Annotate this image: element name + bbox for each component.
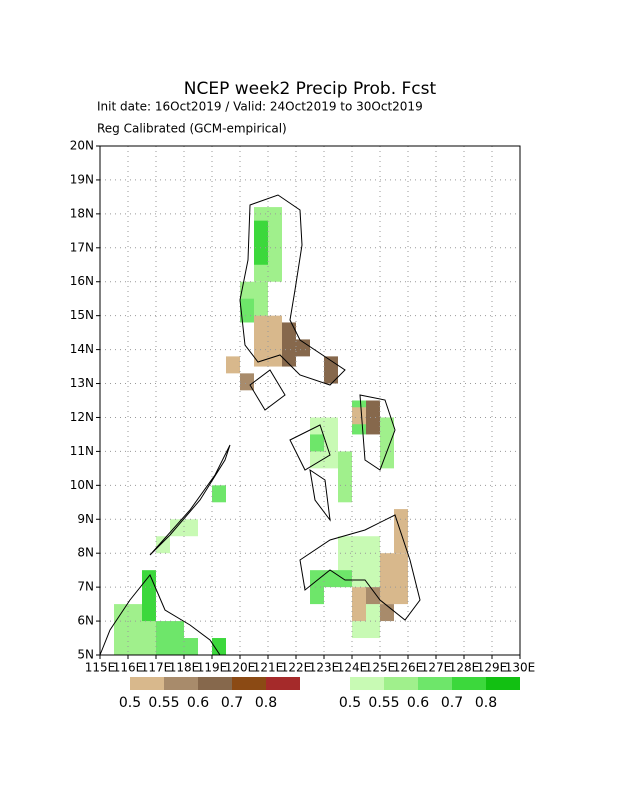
legend-label: 0.7: [441, 695, 463, 711]
y-tick-label: 12N: [70, 410, 94, 424]
mindoro: [249, 369, 286, 411]
y-tick-label: 15N: [70, 308, 94, 322]
legend-swatch: [198, 677, 232, 690]
y-tick-label: 18N: [70, 206, 94, 220]
legend-swatch: [266, 677, 300, 690]
negros: [309, 468, 331, 522]
prob-cell: [184, 638, 198, 655]
y-tick-label: 14N: [70, 342, 94, 356]
prob-cell: [170, 519, 198, 537]
legend-label: 0.7: [221, 695, 243, 711]
prob-cell: [156, 536, 170, 554]
chart-title: NCEP week2 Precip Prob. Fcst: [184, 79, 437, 99]
y-tick-label: 8N: [77, 546, 94, 560]
legend-label: 0.8: [475, 695, 497, 711]
y-tick-label: 5N: [77, 648, 94, 662]
note: Reg Calibrated (GCM-empirical): [97, 122, 287, 136]
panay: [289, 424, 331, 471]
x-tick-label: 121E: [253, 661, 284, 675]
borneo: [99, 574, 221, 656]
prob-cell: [366, 587, 380, 605]
prob-cell: [296, 339, 310, 357]
x-tick-label: 120E: [225, 661, 256, 675]
legend-swatch: [486, 677, 520, 690]
prob-cell: [254, 220, 268, 265]
legend-label: 0.55: [148, 695, 179, 711]
y-tick-label: 10N: [70, 478, 94, 492]
x-tick-label: 124E: [337, 661, 368, 675]
legend-label: 0.6: [407, 695, 429, 711]
prob-cell: [310, 570, 324, 605]
prob-cell: [240, 298, 254, 323]
prob-cell: [380, 553, 408, 605]
x-tick-label: 129E: [477, 661, 508, 675]
x-tick-label: 115E: [85, 661, 116, 675]
luzon: [239, 194, 346, 386]
x-tick-label: 116E: [113, 661, 144, 675]
legend-swatch: [418, 677, 452, 690]
x-tick-label: 128E: [449, 661, 480, 675]
legend-swatch: [130, 677, 164, 690]
palawan: [149, 444, 231, 556]
x-tick-label: 117E: [141, 661, 172, 675]
prob-cell: [282, 322, 296, 367]
prob-cell: [366, 400, 380, 435]
y-tick-label: 16N: [70, 274, 94, 288]
legend-label: 0.8: [255, 695, 277, 711]
mindanao: [299, 514, 421, 621]
subtitle: Init date: 16Oct2019 / Valid: 24Oct2019 …: [97, 100, 423, 114]
y-tick-label: 13N: [70, 376, 94, 390]
legend-label: 0.6: [187, 695, 209, 711]
x-tick-label: 125E: [365, 661, 396, 675]
grid: 115E116E117E118E119E120E121E122E123E124E…: [70, 139, 536, 675]
legend-label: 0.55: [368, 695, 399, 711]
legend-swatch: [384, 677, 418, 690]
prob-cell: [212, 485, 226, 503]
y-tick-label: 17N: [70, 240, 94, 254]
prob-cell: [212, 638, 226, 655]
prob-cell: [352, 587, 366, 622]
prob-cell: [226, 356, 240, 374]
plot-frame: [99, 145, 521, 656]
legend-swatch: [232, 677, 266, 690]
cells: [114, 207, 408, 655]
y-tick-label: 6N: [77, 614, 94, 628]
legend-swatch: [164, 677, 198, 690]
prob-cell: [142, 570, 156, 622]
prob-cell: [338, 451, 352, 503]
x-tick-label: 126E: [393, 661, 424, 675]
y-tick-label: 9N: [77, 512, 94, 526]
prob-cell: [352, 407, 366, 425]
x-tick-label: 122E: [281, 661, 312, 675]
y-tick-label: 11N: [70, 444, 94, 458]
prob-cell: [156, 621, 184, 655]
legend-label: 0.5: [119, 695, 141, 711]
y-tick-label: 7N: [77, 580, 94, 594]
legend-label: 0.5: [339, 695, 361, 711]
legend-swatch: [350, 677, 384, 690]
prob-cell: [380, 604, 394, 622]
legend-swatch: [452, 677, 486, 690]
legend: 0.5 0.55 0.6 0.7 0.8 0.5 0.55 0.6 0.7 0.8: [119, 677, 520, 711]
y-tick-label: 20N: [70, 139, 94, 153]
x-tick-label: 119E: [197, 661, 228, 675]
y-tick-label: 19N: [70, 172, 94, 186]
prob-cell: [324, 570, 352, 588]
prob-cell: [380, 417, 394, 469]
x-tick-label: 127E: [421, 661, 452, 675]
samar-leyte: [359, 394, 396, 471]
x-tick-label: 118E: [169, 661, 200, 675]
x-tick-label: 130E: [505, 661, 536, 675]
coastlines: [99, 194, 421, 656]
prob-cell: [310, 434, 324, 452]
x-tick-label: 123E: [309, 661, 340, 675]
